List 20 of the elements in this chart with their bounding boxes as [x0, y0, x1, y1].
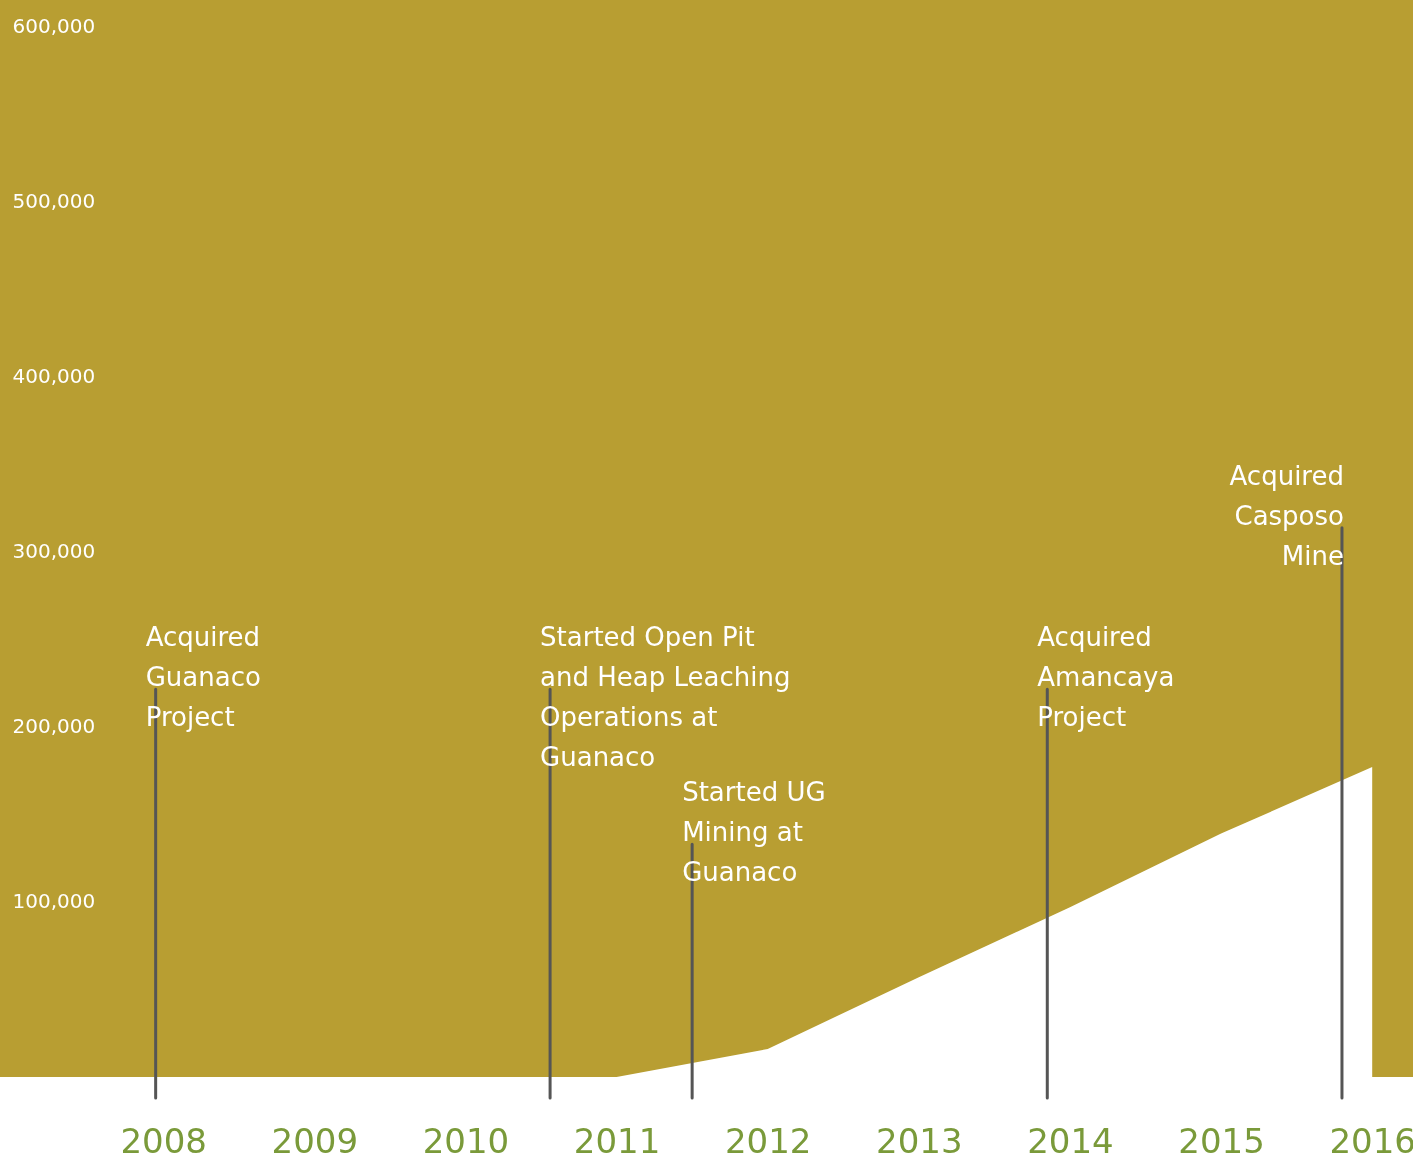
x-tick-label: 2008 [120, 1120, 207, 1161]
ref-line-label: Started UG Mining at Guanaco [682, 777, 826, 888]
x-tick-label: 2014 [1027, 1120, 1114, 1161]
x-tick-label: 2013 [876, 1120, 963, 1161]
y-tick-label: 500,000 [12, 188, 96, 213]
ref-line-label: Started Open Pit and Heap Leaching Operations at Guanaco [540, 622, 791, 773]
x-tick-label: 2015 [1178, 1120, 1265, 1161]
ref-line-label: Acquired Guanaco Project [145, 622, 261, 733]
x-tick-label: 2016 [1329, 1120, 1413, 1161]
y-tick-label: 200,000 [12, 714, 96, 739]
x-tick-label: 2012 [724, 1120, 812, 1161]
y-tick-label: 400,000 [12, 364, 96, 389]
y-tick-label: 100,000 [12, 889, 96, 914]
ref-line-label: Acquired Amancaya Project [1037, 622, 1175, 733]
x-tick-label: 2011 [573, 1120, 661, 1161]
x-tick-label: 2010 [422, 1120, 510, 1161]
x-tick-label: 2009 [271, 1120, 359, 1161]
y-tick-label: 300,000 [12, 539, 96, 564]
ref-line-label: Acquired Casposo Mine [1229, 460, 1344, 571]
y-tick-label: 600,000 [12, 13, 96, 38]
